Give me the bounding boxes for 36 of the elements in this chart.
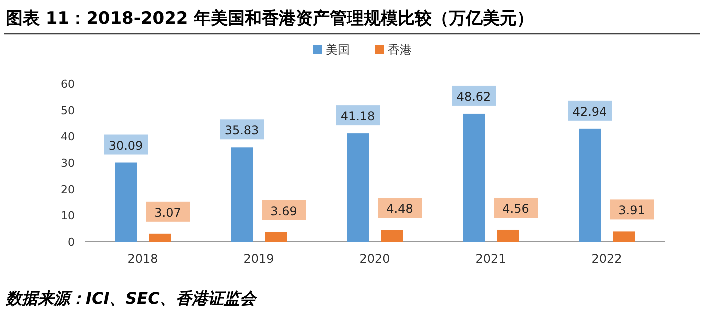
- y-tick-label: 60: [61, 78, 75, 91]
- data-label: 3.07: [154, 206, 182, 220]
- legend-label: 香港: [388, 43, 412, 57]
- bar: [463, 114, 485, 242]
- data-label: 48.62: [456, 90, 492, 104]
- bar: [265, 232, 287, 242]
- x-tick-label: 2022: [592, 252, 622, 266]
- data-label: 3.69: [270, 204, 298, 218]
- data-label: 41.18: [340, 110, 376, 124]
- bar: [347, 134, 369, 242]
- data-label: 42.94: [572, 104, 608, 119]
- y-tick-label: 10: [61, 210, 75, 223]
- data-label: 4.56: [502, 202, 530, 216]
- bar: [497, 230, 519, 242]
- bar: [231, 148, 253, 242]
- x-tick-label: 2021: [476, 252, 506, 266]
- legend-label: 美国: [326, 43, 350, 57]
- x-tick-label: 2020: [360, 252, 390, 266]
- y-tick-label: 50: [61, 104, 75, 118]
- bar: [149, 234, 171, 242]
- y-tick-label: 20: [61, 183, 75, 196]
- x-tick-label: 2018: [128, 252, 158, 266]
- bar: [115, 162, 137, 242]
- bar: [613, 232, 635, 242]
- data-label: 35.83: [224, 124, 260, 138]
- data-label: 30.09: [108, 138, 144, 153]
- x-tick-label: 2019: [244, 252, 274, 266]
- y-tick-label: 30: [61, 157, 75, 170]
- bar: [381, 230, 403, 242]
- source-note: 数据来源：ICI、SEC、香港证监会: [5, 289, 258, 308]
- y-tick-label: 0: [68, 236, 75, 249]
- chart-title: 图表 11：2018-2022 年美国和香港资产管理规模比较（万亿美元）: [6, 9, 534, 29]
- data-label: 3.91: [618, 204, 646, 218]
- data-label: 4.48: [386, 202, 414, 216]
- y-tick-label: 40: [61, 130, 75, 144]
- bar: [579, 128, 601, 242]
